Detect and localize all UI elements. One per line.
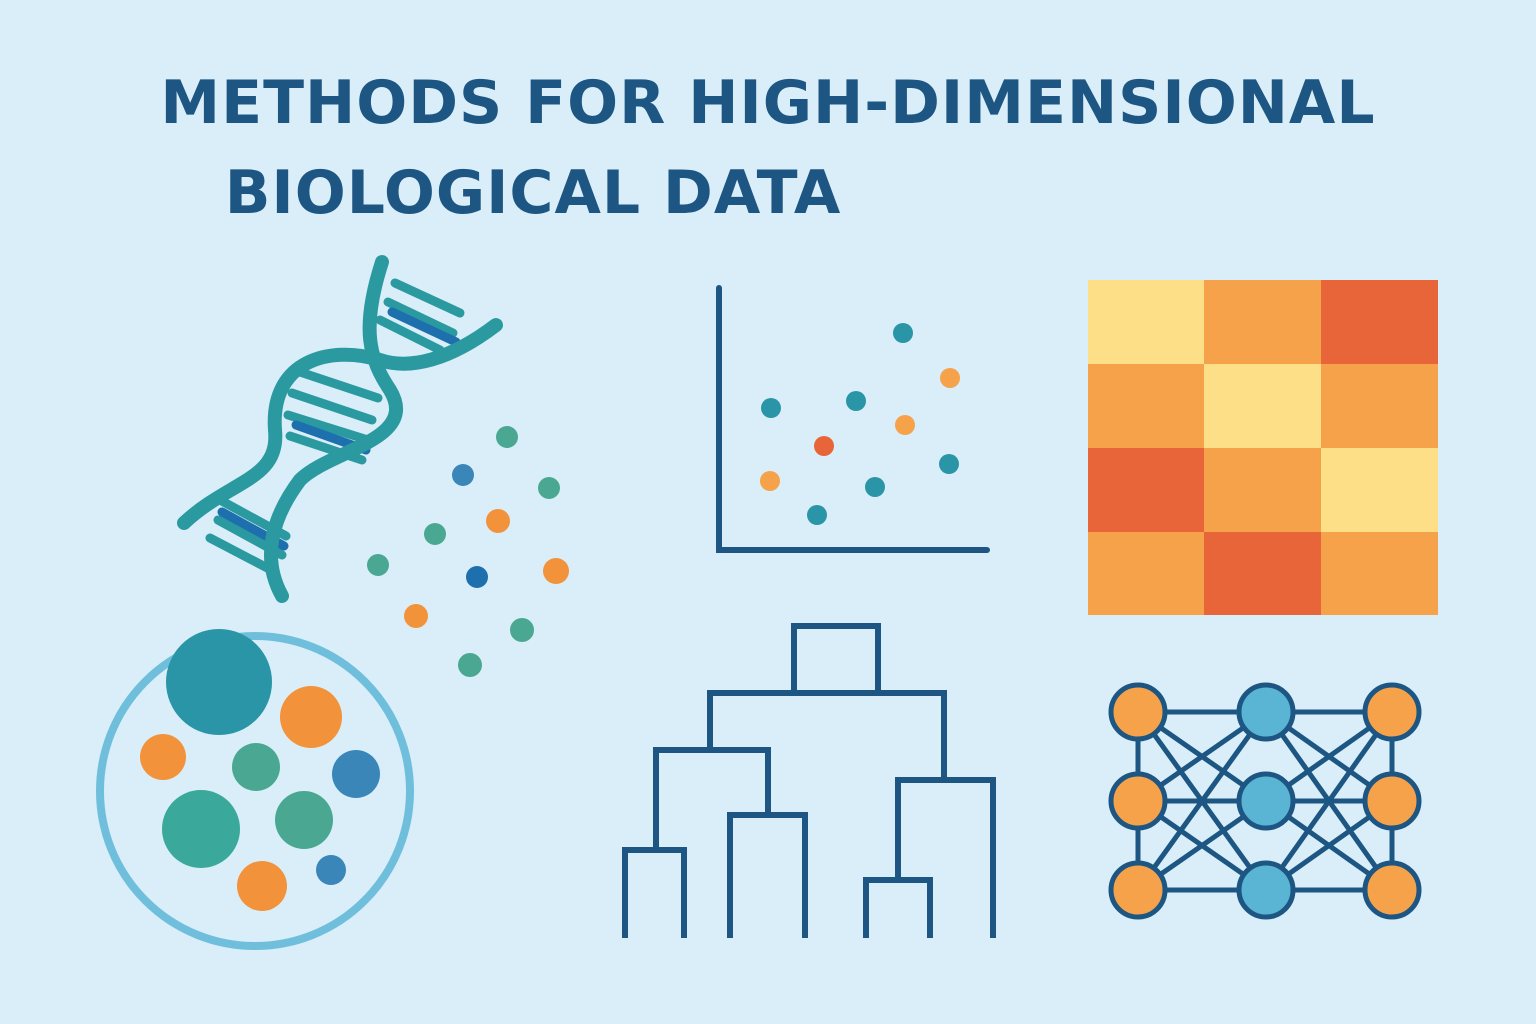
neural-network-icon xyxy=(1108,682,1422,920)
dna-helix-icon xyxy=(177,255,503,603)
particle-scatter-icon xyxy=(367,426,569,677)
title-line-2: BIOLOGICAL DATA xyxy=(224,158,842,228)
heatmap-icon xyxy=(1088,280,1438,615)
title-line-1: METHODS FOR HIGH-DIMENSIONAL xyxy=(160,68,1376,138)
cell-clusters-icon xyxy=(96,629,414,950)
page-title: METHODS FOR HIGH-DIMENSIONAL BIOLOGICAL … xyxy=(0,58,1536,238)
scatter-plot-icon xyxy=(716,285,990,553)
dendrogram-icon xyxy=(622,623,996,938)
